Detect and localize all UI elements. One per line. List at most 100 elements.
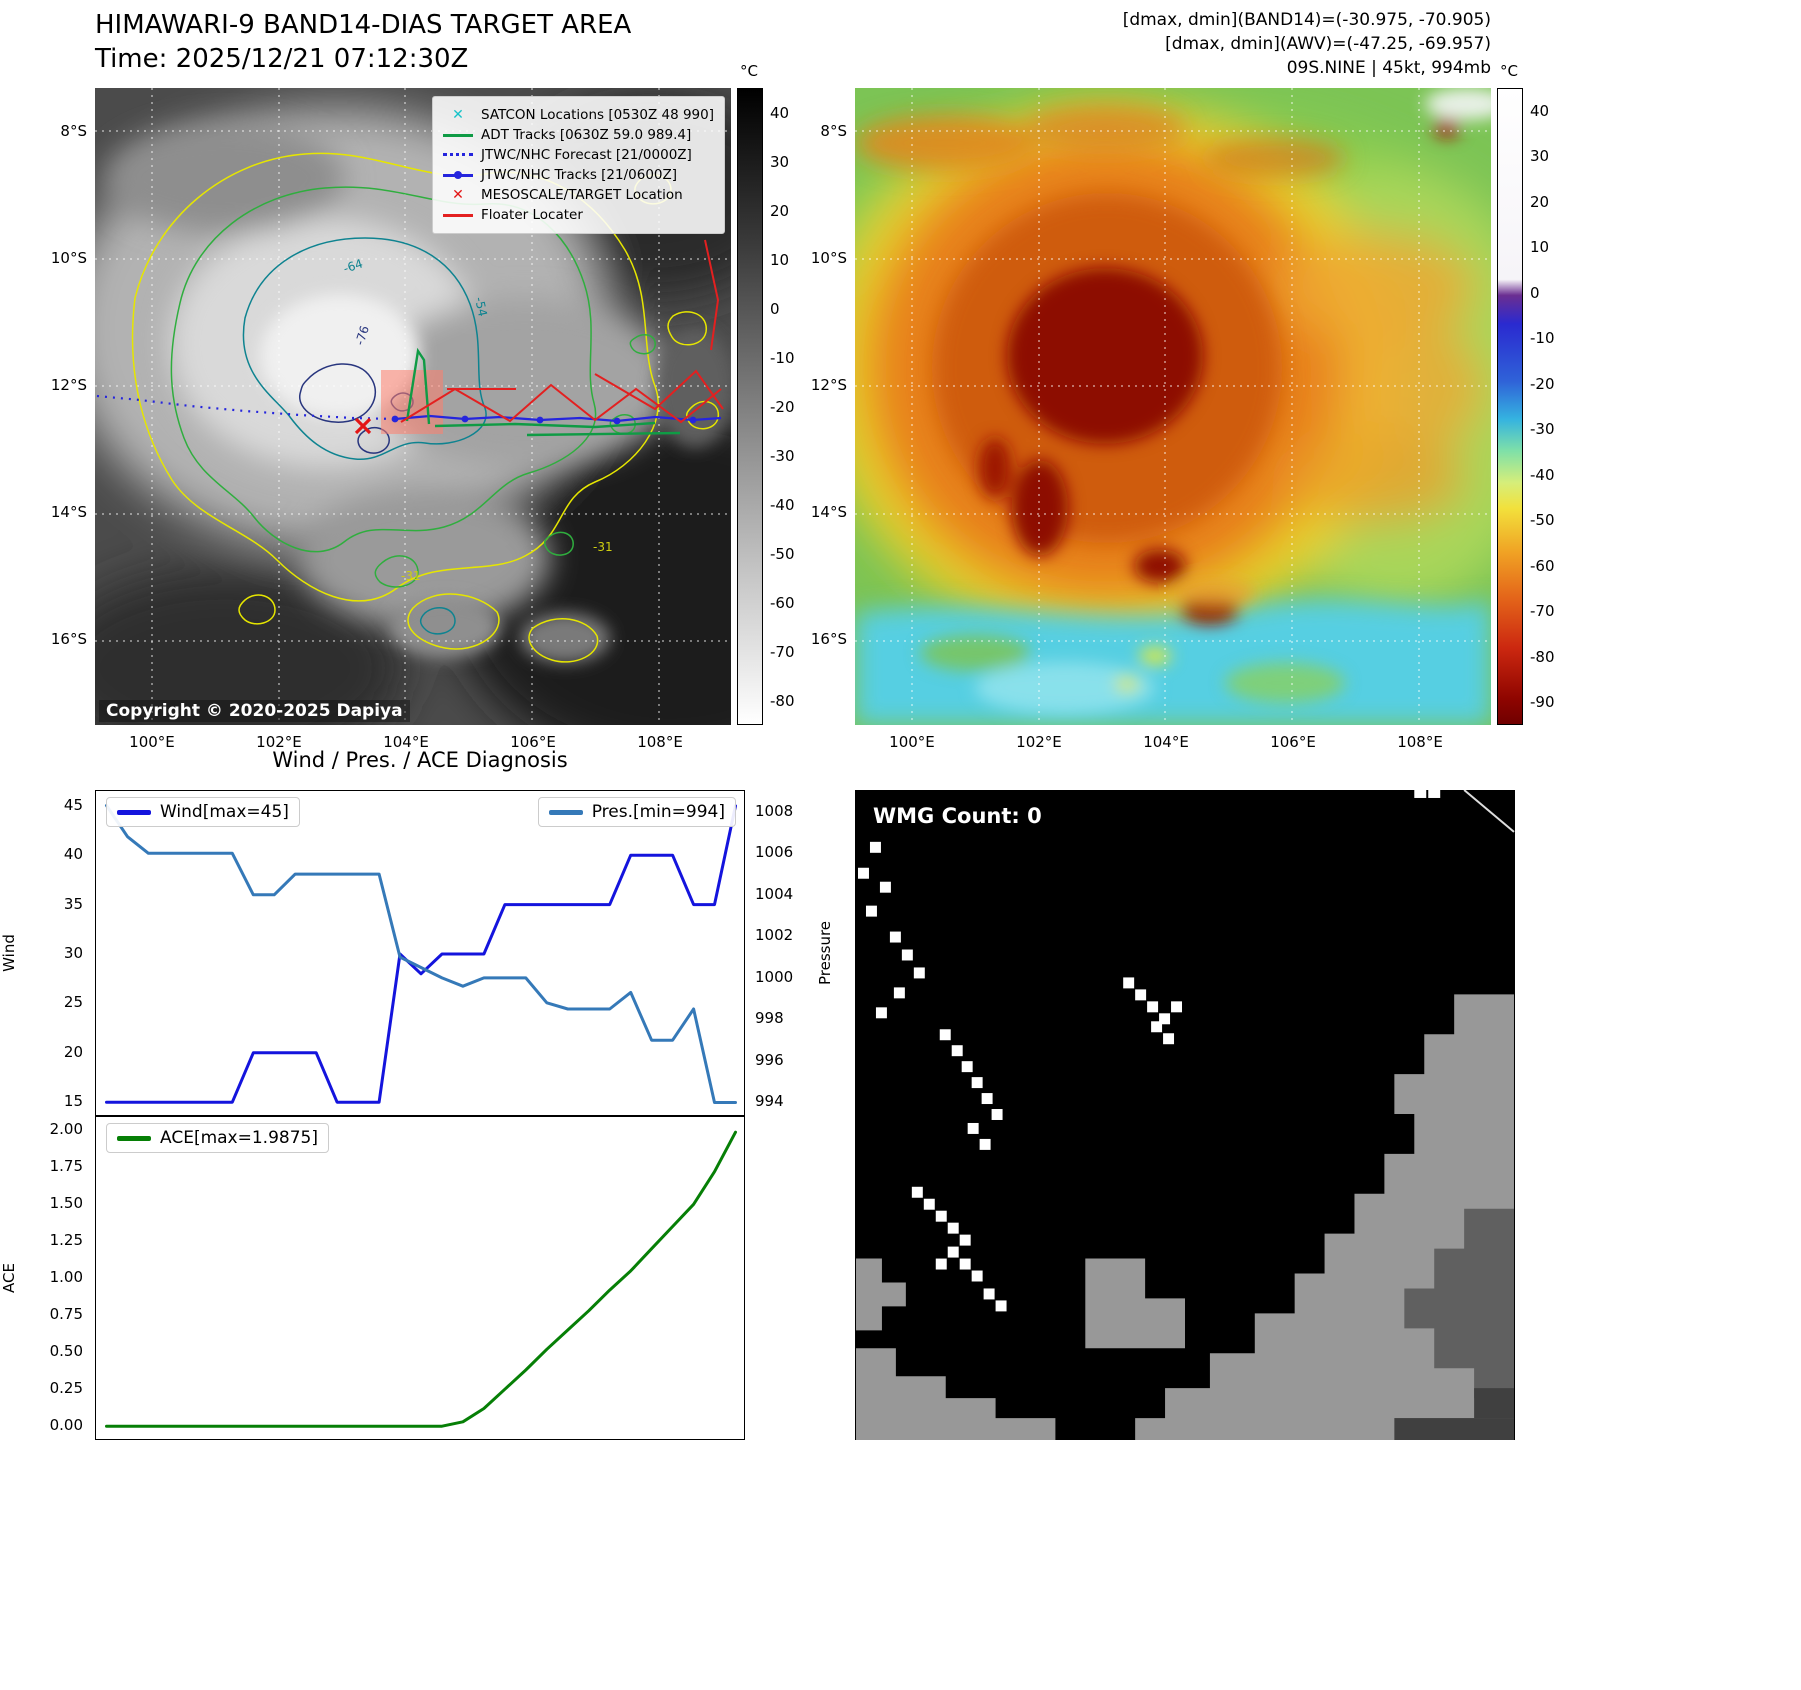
line-swatch-icon [443, 209, 473, 221]
y-axis-label: Wind [0, 934, 18, 972]
y-tick: 45 [63, 795, 83, 814]
legend-item: ADT Tracks [0630Z 59.0 989.4] [443, 127, 714, 143]
y-tick: 35 [63, 894, 83, 913]
jtwc-forecast-track [96, 394, 396, 421]
y-tick: 1.50 [49, 1194, 83, 1213]
y-tick: 30 [63, 944, 83, 962]
floater-track [400, 239, 724, 424]
colorbar-tick: 30 [1530, 147, 1550, 166]
legend-item: JTWC/NHC Tracks [21/0600Z] [443, 167, 714, 183]
x-marker-icon: ✕ [452, 187, 464, 203]
legend-label: MESOSCALE/TARGET Location [481, 187, 683, 203]
chart-legend-label: Wind[max=45] [160, 802, 289, 822]
y-tick: 0.75 [49, 1305, 83, 1324]
lon-tick: 108°E [637, 733, 683, 751]
colorbar-tick: -80 [770, 691, 795, 710]
colorbar-unit: °C [1500, 62, 1518, 80]
wind-pressure-chart: Wind[max=45] Pres.[min=994] [95, 790, 745, 1116]
mesoscale-target-marker [354, 417, 372, 435]
legend-item: JTWC/NHC Forecast [21/0000Z] [443, 147, 714, 163]
map-legend: ✕ SATCON Locations [0530Z 48 990] ADT Trac… [432, 96, 725, 234]
colorbar-tick: -60 [770, 593, 795, 612]
lon-tick: 100°E [889, 733, 935, 751]
enhanced-ir-map [855, 88, 1491, 725]
colorbar-tick: 20 [1530, 192, 1550, 211]
colorbar-tick: 40 [1530, 101, 1550, 120]
y-tick: 1004 [755, 884, 794, 903]
colorbar-tick: 20 [770, 201, 790, 220]
colorbar-tick: -40 [770, 495, 795, 514]
colorbar-unit: °C [740, 62, 758, 80]
lat-tick: 16°S [810, 630, 847, 649]
graticule [855, 88, 1491, 725]
y-axis-label: Pressure [816, 920, 834, 986]
lon-tick: 106°E [510, 733, 556, 751]
wmg-land-darkgray [1394, 1208, 1514, 1440]
y-tick: 40 [63, 845, 83, 864]
line-swatch-icon [443, 129, 473, 141]
colorbar-tick: 0 [770, 299, 780, 318]
y-tick: 2.00 [49, 1120, 83, 1139]
lon-tick: 106°E [1270, 733, 1316, 751]
colorbar-tick: -50 [770, 544, 795, 563]
legend-label: ADT Tracks [0630Z 59.0 989.4] [481, 127, 692, 143]
chart-legend: ACE[max=1.9875] [106, 1123, 329, 1153]
contour-label: -31 [593, 540, 613, 554]
y-axis-label: ACE [0, 1263, 18, 1293]
y-tick: 994 [755, 1092, 784, 1111]
contour-label: -54 [472, 296, 490, 318]
colorbar-tick: -60 [1530, 556, 1555, 575]
y-tick: 1.75 [49, 1157, 83, 1176]
jtwc-track [391, 414, 722, 425]
chart-legend: Wind[max=45] [106, 797, 300, 827]
lat-tick: 10°S [50, 249, 87, 268]
lat-tick: 10°S [810, 249, 847, 268]
dmax-dmin-band14: [dmax, dmin](BAND14)=(-30.975, -70.905) [1122, 10, 1491, 30]
y-tick: 1008 [755, 801, 794, 820]
line-swatch-icon [548, 809, 583, 815]
lon-tick: 104°E [1143, 733, 1189, 751]
legend-label: SATCON Locations [0530Z 48 990] [481, 107, 714, 123]
enhanced-ir-image [855, 88, 1491, 725]
lat-tick: 12°S [50, 376, 87, 395]
diagnosis-section-title: Wind / Pres. / ACE Diagnosis [272, 748, 568, 772]
colorbar-tick: -20 [770, 397, 795, 416]
chart-legend: Pres.[min=994] [537, 797, 736, 827]
contour-label: -64 [342, 256, 365, 275]
y-tick: 0.00 [49, 1416, 83, 1435]
colorbar-tick: -70 [770, 642, 795, 661]
lon-tick: 104°E [383, 733, 429, 751]
lon-tick: 102°E [256, 733, 302, 751]
colorbar-tick: -90 [1530, 693, 1555, 712]
lat-tick: 8°S [60, 122, 87, 141]
storm-intensity: 09S.NINE | 45kt, 994mb [1286, 58, 1491, 78]
lat-tick: 8°S [820, 122, 847, 141]
adt-track [405, 347, 681, 437]
lon-tick: 108°E [1397, 733, 1443, 751]
wmg-panel: WMG Count: 0 [855, 790, 1515, 1440]
colorbar-tick: 40 [770, 103, 790, 122]
wmg-count-label: WMG Count: 0 [873, 804, 1042, 828]
copyright-label: Copyright © 2020-2025 Dapiya [99, 700, 410, 722]
legend-label: JTWC/NHC Forecast [21/0000Z] [481, 147, 692, 163]
y-tick: 1.25 [49, 1231, 83, 1250]
colorbar-tick: 10 [1530, 238, 1550, 257]
legend-label: JTWC/NHC Tracks [21/0600Z] [481, 167, 678, 183]
colorbar-tick: -70 [1530, 602, 1555, 621]
legend-item: ✕ MESOSCALE/TARGET Location [443, 187, 714, 203]
y-tick: 0.50 [49, 1342, 83, 1361]
ir-colorbar [1497, 88, 1523, 725]
legend-item: ✕ SATCON Locations [0530Z 48 990] [443, 107, 714, 123]
x-marker-icon: ✕ [452, 107, 464, 123]
ace-chart: ACE[max=1.9875] [95, 1116, 745, 1440]
contours-teal [242, 237, 487, 635]
wmg-edge-line [1463, 790, 1515, 833]
line-swatch-icon [443, 149, 473, 161]
legend-label: Floater Locater [481, 207, 583, 223]
y-tick: 1006 [755, 843, 794, 862]
colorbar-tick: 10 [770, 250, 790, 269]
y-tick: 1000 [755, 967, 794, 986]
band14-colorbar [737, 88, 763, 725]
colorbar-tick: -10 [1530, 329, 1555, 348]
